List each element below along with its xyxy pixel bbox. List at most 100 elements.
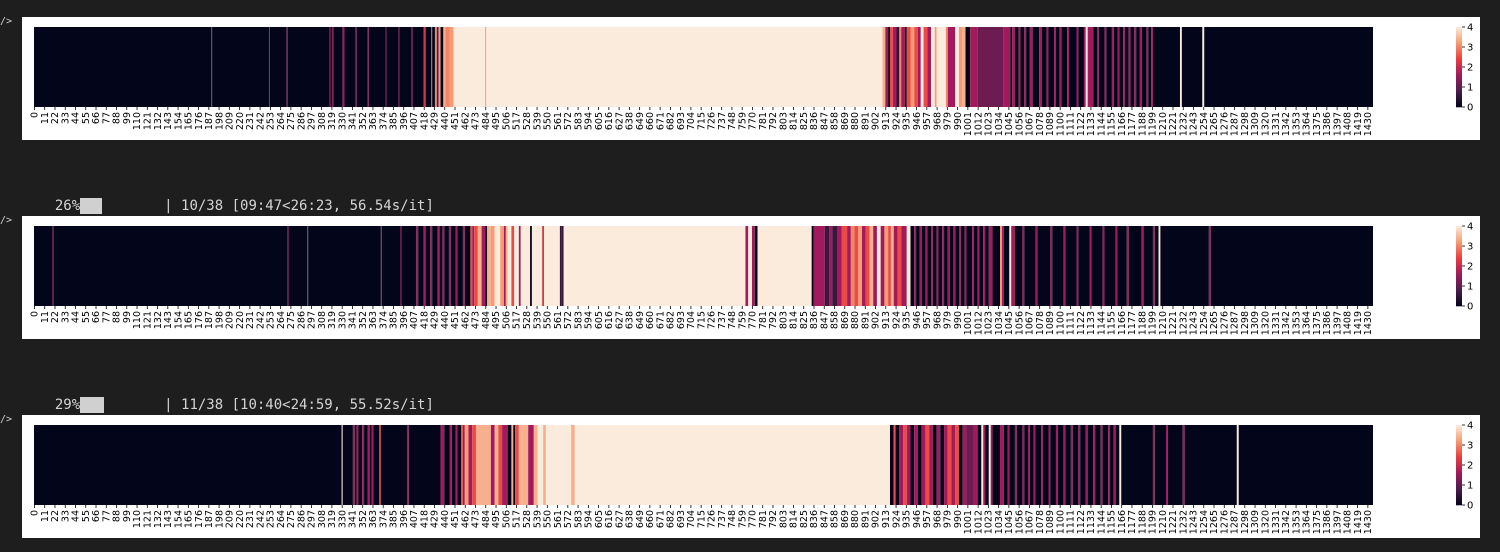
- x-tick-label: 484: [481, 311, 492, 329]
- x-tick-label: 110: [132, 112, 143, 130]
- heatmap-cell-band: [895, 425, 900, 505]
- x-tick-label: 264: [276, 112, 287, 130]
- heatmap-cell-band: [813, 226, 825, 306]
- colorbar-gradient-step: [1456, 40, 1462, 42]
- colorbar-gradient-step: [1456, 442, 1462, 444]
- x-tick-label: 715: [696, 311, 707, 329]
- heatmap-cell-band: [1029, 425, 1034, 505]
- colorbar-gradient-step: [1456, 71, 1462, 73]
- heatmap-cell-band: [904, 27, 907, 107]
- heatmap-cell-band: [1001, 226, 1004, 306]
- x-tick-label: 682: [666, 311, 677, 329]
- heatmap-cell-band: [910, 27, 915, 107]
- x-tick-label: 319: [327, 311, 338, 329]
- x-tick-label: 1166: [1117, 510, 1128, 534]
- heatmap-cell-band: [1003, 226, 1010, 306]
- colorbar-gradient-step: [1456, 73, 1462, 75]
- colorbar-gradient-step: [1456, 497, 1462, 499]
- x-tick-label: 22: [50, 510, 61, 522]
- x-tick-label: 1078: [1035, 510, 1046, 534]
- heatmap-cell-band: [1078, 425, 1081, 505]
- heatmap-cells: [34, 226, 1373, 306]
- colorbar-gradient-step: [1456, 58, 1462, 60]
- heatmap-cell-band: [445, 27, 450, 107]
- colorbar-gradient-step: [1456, 46, 1462, 48]
- heatmap-cell-band: [369, 425, 372, 505]
- x-tick-label: 1276: [1219, 311, 1230, 335]
- colorbar-gradient-step: [1456, 99, 1462, 101]
- heatmap-cell-band: [832, 226, 838, 306]
- progress-bar-fill: [80, 198, 103, 214]
- x-tick-label: 44: [71, 311, 82, 323]
- heatmap-cell-band: [847, 226, 851, 306]
- heatmap-cell-band: [437, 226, 440, 306]
- heatmap-cell-band: [837, 226, 842, 306]
- colorbar-gradient-step: [1456, 478, 1462, 480]
- heatmap-cell-band: [1041, 425, 1043, 505]
- x-tick-label: 1100: [1055, 510, 1066, 534]
- colorbar-gradient-step: [1456, 65, 1462, 67]
- colorbar-gradient-step: [1456, 44, 1462, 46]
- heatmap-cell-band: [307, 226, 309, 306]
- heatmap-cell-band: [1029, 27, 1033, 107]
- colorbar-gradient-step: [1456, 34, 1462, 36]
- colorbar-gradient-step: [1456, 45, 1462, 47]
- x-tick-label: 407: [409, 112, 420, 130]
- prompt-glyph-2: />: [0, 215, 13, 226]
- heatmap-cell-band: [1067, 27, 1070, 107]
- x-tick-label: 1177: [1127, 510, 1138, 534]
- progress-percent: 26%: [54, 198, 81, 214]
- colorbar-gradient-step: [1456, 465, 1462, 467]
- x-tick-label: 1419: [1353, 112, 1364, 136]
- x-tick-label: 1397: [1332, 112, 1343, 136]
- colorbar-gradient-step: [1456, 429, 1462, 431]
- x-tick-label: 1287: [1230, 510, 1241, 534]
- colorbar-gradient-step: [1456, 89, 1462, 91]
- colorbar-gradient-step: [1456, 295, 1462, 297]
- x-tick-label: 1309: [1250, 311, 1261, 335]
- x-tick-label: 1397: [1332, 311, 1343, 335]
- colorbar-gradient-step: [1456, 468, 1462, 470]
- colorbar-gradient-step: [1456, 493, 1462, 495]
- colorbar-gradient-step: [1456, 98, 1462, 100]
- x-tick-label: 814: [789, 112, 800, 130]
- x-tick-label: 418: [419, 311, 430, 329]
- heatmap-cell-band: [1072, 425, 1079, 505]
- heatmap-cell-band: [1009, 425, 1015, 505]
- x-tick-label: 935: [902, 510, 913, 528]
- x-tick-label: 1375: [1312, 311, 1323, 335]
- heatmap-cell-band: [442, 226, 445, 306]
- heatmap-cell-band: [308, 226, 381, 306]
- heatmap-cell-band: [503, 226, 506, 306]
- x-tick-label: 946: [912, 510, 923, 528]
- heatmap-cell-band: [468, 425, 473, 505]
- colorbar-tick-label: 3: [1467, 43, 1473, 54]
- colorbar-gradient-step: [1456, 97, 1462, 99]
- colorbar-gradient-step: [1456, 260, 1462, 262]
- heatmap-cell-band: [955, 27, 959, 107]
- heatmap-cell-band: [513, 425, 516, 505]
- x-tick-label: 1144: [1096, 311, 1107, 335]
- heatmap-cell-band: [515, 425, 519, 505]
- heatmap-cell-band: [916, 226, 920, 306]
- heatmap-cell-band: [1111, 27, 1114, 107]
- heatmap-cell-band: [494, 226, 501, 306]
- heatmap-cell-band: [1026, 27, 1030, 107]
- heatmap-cell-band: [329, 27, 331, 107]
- x-tick-label: 594: [584, 510, 595, 528]
- colorbar-gradient-step: [1456, 55, 1462, 57]
- progress-bar: [80, 396, 164, 414]
- heatmap-cell-band: [464, 425, 469, 505]
- x-tick-label: 1078: [1035, 112, 1046, 136]
- x-tick-label: 693: [676, 112, 687, 130]
- colorbar-gradient-step: [1456, 68, 1462, 70]
- heatmap-cell-band: [1041, 27, 1047, 107]
- x-tick-label: 220: [235, 311, 246, 329]
- heatmap-cell-band: [449, 27, 454, 107]
- heatmap-cell-band: [574, 425, 890, 505]
- x-tick-label: 1155: [1107, 112, 1118, 136]
- x-tick-label: 561: [553, 311, 564, 329]
- heatmap-cell-band: [356, 425, 359, 505]
- heatmap-cell-band: [449, 425, 452, 505]
- heatmap-cell-band: [448, 226, 451, 306]
